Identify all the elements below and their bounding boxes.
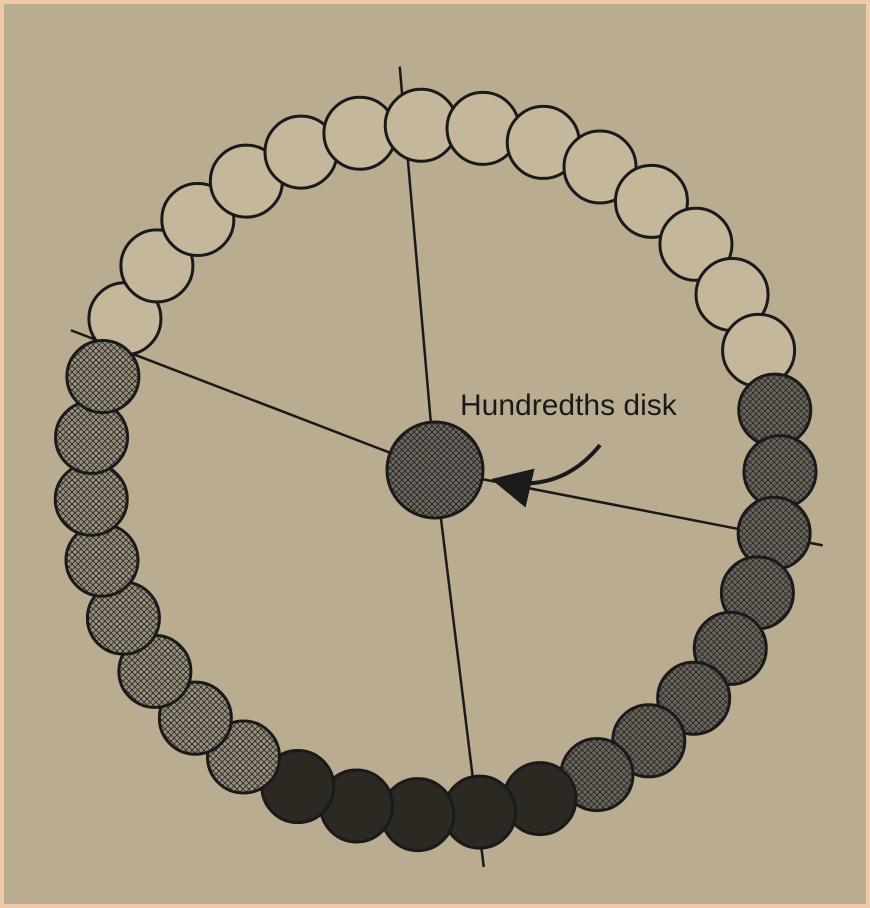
hundredths-disk-label: Hundredths disk — [460, 389, 678, 422]
diagram-stage: Hundredths disk — [0, 0, 870, 908]
bead-light-gray — [67, 341, 139, 413]
hundredths-disk — [387, 422, 483, 518]
diagram-svg: Hundredths disk — [0, 0, 870, 908]
